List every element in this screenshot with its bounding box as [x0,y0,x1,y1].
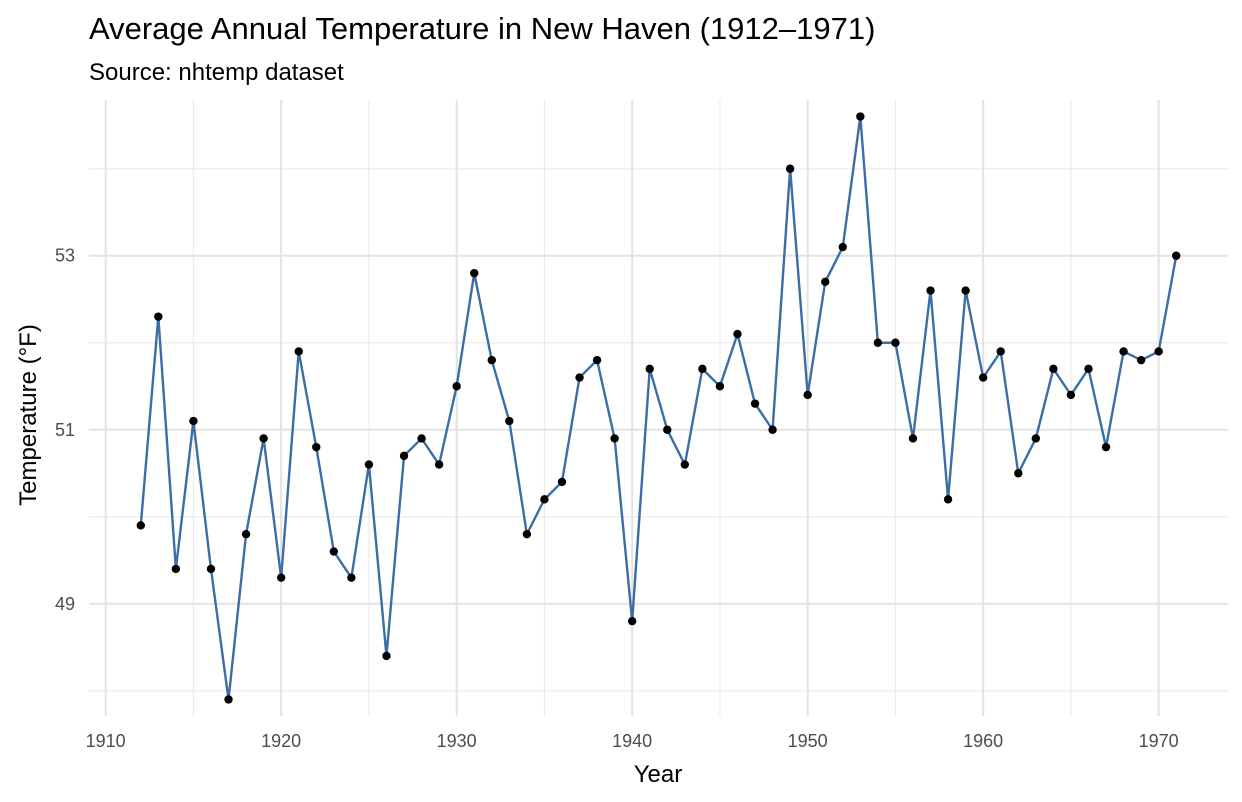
data-point [733,329,742,339]
y-tick-label: 49 [55,594,75,614]
data-point [838,242,847,252]
x-tick-label: 1950 [788,731,828,751]
data-point [382,651,391,661]
data-point [926,286,935,295]
series-layer [139,115,1178,701]
data-point [487,355,496,365]
data-point [505,416,514,426]
y-tick-label: 51 [55,420,75,440]
x-tick-label: 1970 [1139,731,1179,751]
data-point [1119,347,1128,356]
data-point [961,286,970,295]
data-point [627,616,637,626]
data-point [154,312,163,321]
x-axis-tick-labels: 1910 1920 1930 1940 1950 1960 1970 [86,731,1179,751]
data-point [943,495,953,504]
data-point [276,573,286,582]
data-point [645,364,654,374]
data-point [768,425,777,434]
data-point [224,695,233,704]
data-point [873,338,883,347]
data-point [312,442,321,452]
x-tick-label: 1910 [86,731,126,751]
data-point [908,434,918,443]
data-point [189,416,198,426]
data-point [1084,364,1093,374]
data-point [241,529,251,539]
data-point [347,573,356,582]
chart-title: Average Annual Temperature in New Haven … [89,11,876,46]
data-point [750,399,760,408]
data-point [417,434,426,443]
data-point [715,382,725,391]
data-point [329,547,339,556]
data-point [610,434,619,443]
major-gridlines [89,100,1228,716]
data-point [1172,251,1181,260]
x-tick-label: 1960 [963,731,1003,751]
x-tick-label: 1920 [261,731,301,751]
data-point [978,373,988,382]
data-point [434,460,444,469]
data-point [171,564,181,574]
x-axis-title: Year [634,761,683,788]
data-point [1136,355,1146,365]
data-point [575,373,584,382]
data-point [592,355,602,365]
data-point [803,390,812,400]
data-point [663,425,672,434]
data-point [364,460,374,469]
data-point [1101,442,1111,452]
data-point [522,529,532,539]
data-point [996,347,1005,356]
data-point [136,521,145,530]
data-point [557,477,567,487]
data-point [785,164,795,173]
data-point [1066,390,1076,400]
data-point [891,338,900,347]
data-point [856,112,865,121]
data-point [1031,434,1041,443]
chart-subtitle: Source: nhtemp dataset [89,59,344,86]
data-point [1049,364,1058,374]
data-point [540,495,549,504]
data-points [136,112,1181,704]
data-point [259,434,268,443]
x-tick-label: 1930 [437,731,477,751]
data-point [399,451,409,461]
data-point [452,382,461,391]
data-point [470,268,479,278]
y-tick-label: 53 [55,246,75,266]
data-point [294,347,303,356]
x-tick-label: 1940 [612,731,652,751]
data-point [1154,347,1163,356]
y-axis-title: Temperature (°F) [15,324,42,506]
y-axis-tick-labels: 49 51 53 [55,246,75,614]
data-point [680,460,690,469]
data-point [698,364,707,374]
series-line [139,115,1178,701]
data-point [206,564,216,574]
minor-gridlines [89,100,1228,716]
data-point [821,277,830,287]
data-point [1014,469,1023,478]
